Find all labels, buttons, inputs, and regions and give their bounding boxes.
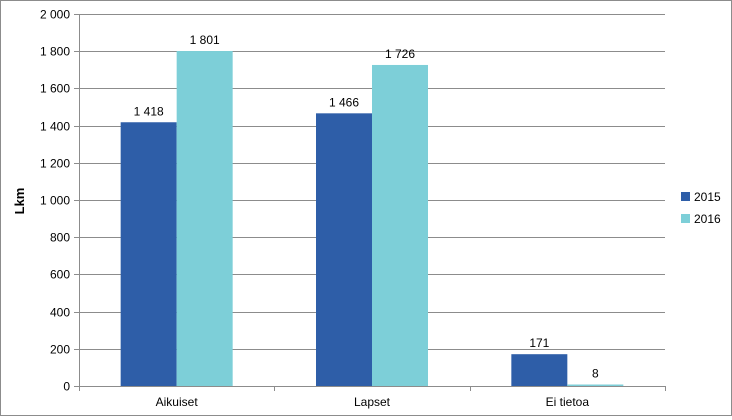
y-tick-label: 2 000 bbox=[40, 8, 70, 22]
bar-2015-ei-tietoa bbox=[511, 354, 568, 386]
y-tick-label: 1 000 bbox=[40, 194, 70, 208]
y-tick-label: 200 bbox=[50, 343, 70, 357]
legend-swatch-2015 bbox=[681, 192, 690, 201]
data-label: 1 466 bbox=[329, 95, 359, 109]
bar-2016-ei-tietoa bbox=[567, 384, 624, 386]
data-label: 8 bbox=[592, 367, 599, 381]
bar-2016-aikuiset bbox=[176, 51, 233, 386]
bar-2015-lapset bbox=[316, 113, 372, 386]
y-axis-label: Lkm bbox=[12, 188, 27, 215]
legend-swatch-2016 bbox=[681, 214, 690, 223]
x-tick-label: Ei tietoa bbox=[546, 395, 590, 409]
legend-label: 2016 bbox=[694, 212, 721, 226]
data-label: 1 726 bbox=[385, 47, 415, 61]
y-tick-label: 0 bbox=[63, 380, 70, 394]
bars bbox=[120, 51, 624, 387]
y-tick-label: 1 800 bbox=[40, 45, 70, 59]
data-labels: 1 418 1 801 1 466 1 726 171 8 bbox=[134, 33, 599, 380]
y-tick-label: 400 bbox=[50, 306, 70, 320]
x-tick-labels: Aikuiset Lapset Ei tietoa bbox=[156, 395, 590, 409]
y-tick-label: 800 bbox=[50, 231, 70, 245]
y-tick-label: 1 200 bbox=[40, 157, 70, 171]
bar-2015-aikuiset bbox=[120, 122, 177, 386]
data-label: 1 418 bbox=[134, 104, 164, 118]
legend: 2015 2016 bbox=[681, 190, 721, 226]
legend-label: 2015 bbox=[694, 190, 721, 204]
y-tick-labels: 0 200 400 600 800 1 000 1 200 1 400 1 600 1 800 2 … bbox=[40, 8, 70, 394]
data-label: 1 801 bbox=[190, 33, 220, 47]
data-label: 171 bbox=[529, 336, 549, 350]
bar-2016-lapset bbox=[372, 64, 428, 387]
axes bbox=[79, 14, 666, 391]
x-tick-label: Lapset bbox=[354, 395, 391, 409]
y-tick-label: 1 600 bbox=[40, 82, 70, 96]
x-tick-label: Aikuiset bbox=[156, 395, 199, 409]
y-tick-label: 1 400 bbox=[40, 120, 70, 134]
y-tick-label: 600 bbox=[50, 268, 70, 282]
